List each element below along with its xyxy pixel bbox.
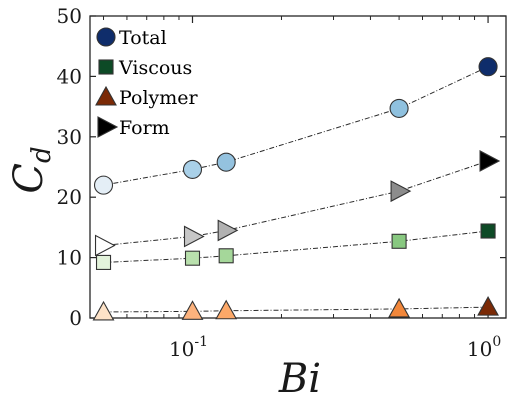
data-point-form xyxy=(390,180,412,203)
data-point-total xyxy=(216,152,236,172)
series-line-form xyxy=(103,160,489,247)
data-point-polymer xyxy=(388,297,411,318)
legend: Total Viscous Polymer Form xyxy=(95,27,199,139)
x-axis-ticks: 10-1 100 xyxy=(103,16,501,361)
legend-marker-viscous xyxy=(98,59,114,75)
data-point-form xyxy=(94,234,116,257)
series-markers xyxy=(92,57,501,321)
data-point-polymer xyxy=(477,295,499,316)
legend-marker-form xyxy=(97,116,119,138)
data-point-viscous xyxy=(480,223,496,239)
data-point-total xyxy=(478,57,498,77)
x-tick-label: 100 xyxy=(467,334,501,361)
series-line-polymer xyxy=(103,306,489,313)
data-point-polymer xyxy=(215,299,238,320)
data-point-viscous xyxy=(218,248,234,264)
y-tick-label: 50 xyxy=(57,4,82,28)
y-tick-label: 30 xyxy=(57,125,82,149)
data-point-form xyxy=(217,219,239,242)
x-axis-label: Bi xyxy=(278,356,321,402)
plot-area-border xyxy=(89,15,507,319)
y-tick-label: 20 xyxy=(57,185,82,209)
data-point-form xyxy=(479,150,501,172)
y-tick-label: 10 xyxy=(57,246,82,270)
legend-label-viscous: Viscous xyxy=(118,57,192,79)
plot-frame xyxy=(89,15,507,319)
y-tick-label: 40 xyxy=(57,64,82,88)
data-point-total xyxy=(182,159,203,179)
data-point-total xyxy=(389,98,409,118)
data-point-viscous xyxy=(184,250,201,266)
series-line-viscous xyxy=(103,230,489,263)
legend-marker-polymer xyxy=(95,85,117,106)
legend-marker-total xyxy=(96,27,116,47)
y-axis-ticks: 0 10 20 30 40 50 xyxy=(57,4,506,330)
data-point-polymer xyxy=(181,300,204,320)
y-axis-label-main: C xyxy=(6,163,52,194)
y-axis-label: Cd xyxy=(6,146,57,193)
y-tick-label: 0 xyxy=(69,306,82,330)
y-axis-label-subscript: d xyxy=(27,146,57,163)
data-point-viscous xyxy=(391,233,407,249)
data-point-polymer xyxy=(92,300,115,321)
legend-label-total: Total xyxy=(119,27,167,49)
x-tick-label: 10-1 xyxy=(169,334,208,361)
svg-text:Cd: Cd xyxy=(6,146,57,193)
data-point-form xyxy=(183,225,205,248)
data-point-total xyxy=(93,175,114,195)
data-point-viscous xyxy=(95,254,112,270)
legend-label-form: Form xyxy=(119,117,170,139)
legend-label-polymer: Polymer xyxy=(119,87,199,109)
